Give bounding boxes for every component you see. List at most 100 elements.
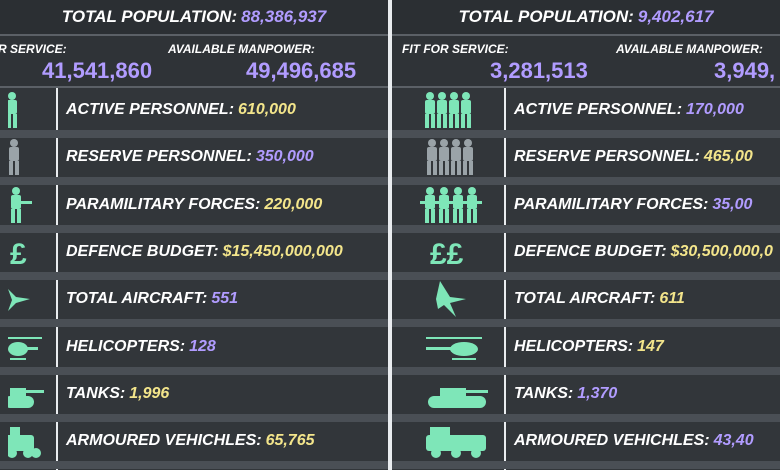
row-separator [392,271,780,280]
stat-name: PARAMILITARY FORCES: [514,195,709,213]
stat-row: TANKS: 1,996 [0,374,388,414]
left-stats-list: ACTIVE PERSONNEL: 610,000 RESERVE PERSONNE… [0,88,388,470]
right-fit-for-service: FIT FOR SERVICE: 3,281,513 [402,42,588,84]
stat-name: DEFENCE BUDGET: [66,242,219,260]
stat-value: 1,370 [577,384,618,402]
left-fit-for-service: R SERVICE: 41,541,860 [0,42,152,84]
right-stats-list: ACTIVE PERSONNEL: 170,000 RESERVE PERSONNE… [392,88,780,470]
stat-row: RESERVE PERSONNEL: 350,000 [0,137,388,177]
stat-row: PARAMILITARY FORCES: 35,00 [392,185,780,225]
stat-label: ACTIVE PERSONNEL: 170,000 [514,90,744,130]
right-available-manpower: AVAILABLE MANPOWER: 3,949, [616,42,775,84]
stat-row: ACTIVE PERSONNEL: 610,000 [0,90,388,130]
jet-aircraft-icon [402,279,502,319]
stat-row: TOTAL AIRCRAFT: 611 [392,279,780,319]
armoured-vehicle-icon [402,421,502,461]
stat-label: DEFENCE BUDGET: $15,450,000,000 [66,232,343,272]
stat-value: 551 [211,290,239,308]
stat-row: £ DEFENCE BUDGET: $15,450,000,000 [0,232,388,272]
stat-name: TANKS: [66,384,126,402]
stat-label: HELICOPTERS: 147 [514,327,664,367]
stat-name: TOTAL AIRCRAFT: [514,290,656,308]
row-separator [0,461,388,470]
row-separator [392,319,780,328]
row-separator [392,413,780,422]
tank-icon [0,374,56,414]
svg-text:£: £ [10,238,27,271]
stat-value: $15,450,000,000 [222,242,343,260]
stat-value: 611 [659,290,685,308]
stat-label: ARMOURED VEHICHLES: 43,40 [514,421,754,461]
stat-value: 43,40 [713,432,754,450]
pound-sign-icon: ££ [402,232,502,272]
right-avail-value: 3,949, [714,58,776,83]
stat-name: TOTAL AIRCRAFT: [66,290,208,308]
stat-value: 35,00 [712,195,753,213]
stat-row: ARMOURED VEHICHLES: 43,40 [392,421,780,461]
stat-name: ACTIVE PERSONNEL: [66,101,235,118]
jet-aircraft-icon [0,279,56,319]
left-fit-label: R SERVICE: [0,42,67,56]
left-available-manpower: AVAILABLE MANPOWER: 49,496,685 [168,42,356,84]
pound-sign-icon: £ [0,232,56,272]
stat-row: ACTIVE PERSONNEL: 170,000 [392,90,780,130]
row-separator [392,366,780,375]
stat-value: 465,00 [703,148,753,166]
row-separator [0,130,388,138]
row-separator [0,366,388,375]
stat-label: TANKS: 1,996 [66,374,169,414]
stat-name: ARMOURED VEHICHLES: [66,432,262,450]
armed-soldiers-icon [402,185,502,225]
stat-row: HELICOPTERS: 147 [392,327,780,367]
stat-value: 610,000 [238,101,296,118]
stat-name: PARAMILITARY FORCES: [66,195,261,213]
row-separator [392,224,780,233]
stat-name: TANKS: [514,384,574,402]
left-total-population-bar: TOTAL POPULATION: 88,386,937 [0,0,388,36]
stat-value: 170,000 [686,101,744,118]
right-total-population-bar: TOTAL POPULATION: 9,402,617 [392,0,780,36]
stat-name: HELICOPTERS: [514,337,634,355]
right-avail-label: AVAILABLE MANPOWER: [616,42,763,56]
right-fit-value: 3,281,513 [490,58,588,83]
svg-text:££: ££ [430,238,464,271]
row-separator [0,319,388,328]
row-separator [392,461,780,470]
right-country-panel: TOTAL POPULATION: 9,402,617 FIT FOR SERV… [392,0,780,470]
stat-label: ACTIVE PERSONNEL: 610,000 [66,90,296,130]
stat-name: RESERVE PERSONNEL: [66,148,252,166]
right-total-population-label: TOTAL POPULATION: [458,7,634,26]
row-separator [0,271,388,280]
stat-name: ACTIVE PERSONNEL: [514,101,683,118]
stat-row: HELICOPTERS: 128 [0,327,388,367]
stat-name: HELICOPTERS: [66,337,186,355]
stat-row: PARAMILITARY FORCES: 220,000 [0,185,388,225]
right-manpower-bar: FIT FOR SERVICE: 3,281,513 AVAILABLE MAN… [392,36,780,88]
stat-row: RESERVE PERSONNEL: 465,00 [392,137,780,177]
stat-label: DEFENCE BUDGET: $30,500,000,0 [514,232,773,272]
stat-label: TOTAL AIRCRAFT: 551 [66,279,238,319]
stat-row: TOTAL AIRCRAFT: 551 [0,279,388,319]
soldiers-icon [402,90,502,130]
stat-value: $30,500,000,0 [670,242,773,260]
stat-value: 147 [637,337,664,355]
helicopter-icon [402,327,502,367]
stat-value: 220,000 [264,195,323,213]
row-separator [0,413,388,422]
armed-soldiers-icon [0,185,56,225]
stat-label: PARAMILITARY FORCES: 35,00 [514,185,752,225]
left-fit-value: 41,541,860 [42,58,153,83]
right-fit-label: FIT FOR SERVICE: [402,42,509,56]
reserve-soldiers-icon [402,137,502,177]
reserve-soldiers-icon [0,137,56,177]
stat-row: ARMOURED VEHICHLES: 65,765 [0,421,388,461]
row-separator [392,130,780,138]
panel-divider [388,0,392,470]
left-manpower-bar: R SERVICE: 41,541,860 AVAILABLE MANPOWER… [0,36,388,88]
stat-value: 350,000 [255,148,314,166]
left-avail-label: AVAILABLE MANPOWER: [168,42,315,56]
tank-icon [402,374,502,414]
helicopter-icon [0,327,56,367]
stat-label: HELICOPTERS: 128 [66,327,216,367]
stat-name: RESERVE PERSONNEL: [514,148,700,166]
